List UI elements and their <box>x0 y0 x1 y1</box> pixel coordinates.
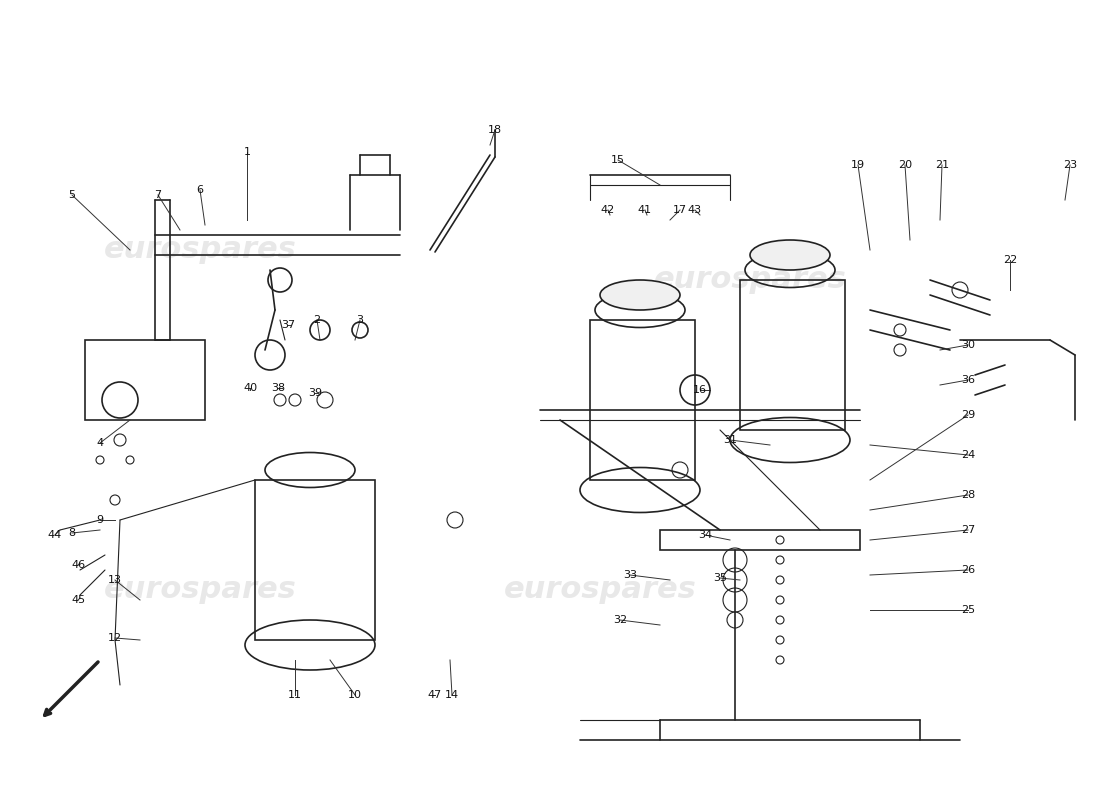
Text: 41: 41 <box>638 205 652 215</box>
Text: 3: 3 <box>356 315 363 325</box>
Text: 36: 36 <box>961 375 975 385</box>
Text: 15: 15 <box>610 155 625 165</box>
Ellipse shape <box>750 240 830 270</box>
Bar <box>590 320 695 480</box>
Text: 23: 23 <box>1063 160 1077 170</box>
Text: 38: 38 <box>271 383 285 393</box>
Text: 21: 21 <box>935 160 949 170</box>
Text: eurospares: eurospares <box>103 235 296 265</box>
Text: 10: 10 <box>348 690 362 700</box>
Text: 35: 35 <box>713 573 727 583</box>
Text: 32: 32 <box>613 615 627 625</box>
Bar <box>740 280 845 430</box>
Text: 13: 13 <box>108 575 122 585</box>
Text: eurospares: eurospares <box>103 575 296 605</box>
Bar <box>660 530 860 550</box>
Text: 37: 37 <box>280 320 295 330</box>
Text: 40: 40 <box>243 383 257 393</box>
Text: 29: 29 <box>961 410 975 420</box>
Text: 14: 14 <box>444 690 459 700</box>
Text: 22: 22 <box>1003 255 1018 265</box>
Text: 28: 28 <box>961 490 975 500</box>
Text: 4: 4 <box>97 438 103 448</box>
Text: eurospares: eurospares <box>653 266 846 294</box>
Text: eurospares: eurospares <box>504 575 696 605</box>
Text: 44: 44 <box>48 530 62 540</box>
Text: 16: 16 <box>693 385 707 395</box>
Text: 42: 42 <box>601 205 615 215</box>
Text: 6: 6 <box>197 185 204 195</box>
Text: 24: 24 <box>961 450 975 460</box>
Text: 34: 34 <box>697 530 712 540</box>
Text: 26: 26 <box>961 565 975 575</box>
Text: 5: 5 <box>68 190 76 200</box>
Text: 11: 11 <box>288 690 302 700</box>
Text: 31: 31 <box>723 435 737 445</box>
Text: 9: 9 <box>97 515 103 525</box>
Text: 12: 12 <box>108 633 122 643</box>
Bar <box>85 340 205 420</box>
Text: 25: 25 <box>961 605 975 615</box>
Text: 18: 18 <box>488 125 502 135</box>
Text: 7: 7 <box>154 190 162 200</box>
Ellipse shape <box>600 280 680 310</box>
Text: 47: 47 <box>428 690 442 700</box>
Text: 46: 46 <box>70 560 85 570</box>
Text: 1: 1 <box>243 147 251 157</box>
Text: 39: 39 <box>308 388 322 398</box>
Text: 45: 45 <box>70 595 85 605</box>
Text: 27: 27 <box>961 525 975 535</box>
Text: 17: 17 <box>673 205 688 215</box>
Text: 2: 2 <box>314 315 320 325</box>
Text: 8: 8 <box>68 528 76 538</box>
Text: 19: 19 <box>851 160 865 170</box>
Bar <box>255 480 375 640</box>
Text: 43: 43 <box>688 205 702 215</box>
Text: 20: 20 <box>898 160 912 170</box>
Text: 33: 33 <box>623 570 637 580</box>
Text: 30: 30 <box>961 340 975 350</box>
